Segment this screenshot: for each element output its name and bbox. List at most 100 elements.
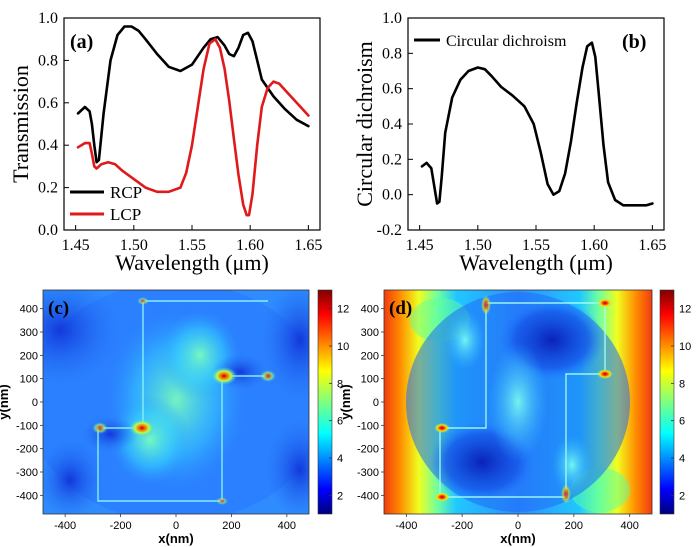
y-tick-label: 0.6 [382, 81, 402, 98]
x-tick-label: 400 [620, 520, 638, 532]
panel-d-colorbar [659, 289, 675, 515]
y-tick-label: -200 [16, 444, 38, 456]
panel-d-x-ticks: -400 -200 0 200 400 [395, 514, 639, 532]
x-tick-label: 200 [565, 520, 583, 532]
panel-a-x-axis-label: Wavelength (μm) [115, 250, 269, 275]
y-tick-label: 300 [20, 327, 38, 339]
x-tick-label: 1.60 [580, 237, 608, 254]
colorbar-tick-label: 10 [337, 341, 349, 353]
y-tick-label: 0.2 [382, 151, 402, 168]
panel-d-colorbar-ticks: 2 4 6 8 10 12 [671, 304, 691, 502]
colorbar-tick-label: 2 [337, 490, 343, 502]
panel-a-legend: RCP LCP [70, 183, 142, 224]
x-tick-label: -200 [451, 520, 473, 532]
panel-b-y-ticks: -0.2 0.0 0.2 0.4 0.6 0.8 1.0 [377, 10, 413, 239]
y-tick-label: 0.2 [38, 180, 58, 197]
panel-b-x-axis-label: Wavelength (μm) [459, 250, 613, 275]
panel-c-x-ticks: -400 -200 0 200 400 [54, 514, 296, 532]
y-tick-label: 0.0 [38, 222, 58, 239]
x-tick-label: 1.50 [464, 237, 492, 254]
y-tick-label: -100 [357, 420, 379, 432]
y-tick-label: 0.4 [382, 116, 402, 133]
colorbar-tick-label: 4 [337, 453, 343, 465]
panel-d-y-axis-label: y(nm) [338, 384, 353, 419]
legend-cd-label: Circular dichroism [446, 33, 567, 50]
panel-c-colorbar [317, 289, 333, 515]
x-tick-label: 1.45 [62, 237, 90, 254]
y-tick-label: 400 [361, 304, 379, 316]
x-tick-label: 0 [515, 520, 521, 532]
y-tick-label: -0.2 [377, 222, 402, 239]
y-tick-label: 0.4 [38, 137, 58, 154]
y-tick-label: 0 [32, 397, 38, 409]
panel-b-circular-dichroism-chart: 1.45 1.50 1.55 1.60 1.65 -0.2 0.0 0.2 0.4 0.6 0.8… [352, 10, 666, 275]
panel-a-x-ticks: 1.45 1.50 1.55 1.60 1.65 [62, 225, 322, 254]
panel-a-label: (a) [70, 31, 93, 53]
legend-rcp-label: RCP [110, 183, 142, 202]
legend-lcp-label: LCP [110, 205, 141, 224]
panel-b-series [420, 41, 654, 207]
y-tick-label: 0 [373, 397, 379, 409]
x-tick-label: 1.55 [178, 237, 206, 254]
y-tick-label: -300 [16, 467, 38, 479]
x-tick-label: 400 [278, 520, 296, 532]
panel-b-legend: Circular dichroism [414, 33, 567, 50]
panel-c-x-axis-label: x(nm) [158, 531, 193, 546]
colorbar-tick-label: 6 [679, 416, 685, 428]
colorbar-tick-label: 8 [337, 378, 343, 390]
x-tick-label: -400 [54, 520, 76, 532]
colorbar-tick-label: 8 [679, 378, 685, 390]
panel-b-label: (b) [622, 31, 646, 53]
y-tick-label: -400 [16, 490, 38, 502]
series-line-lcp [76, 37, 310, 217]
colorbar-tick-label: 12 [337, 304, 349, 316]
panel-d-heatmap [384, 290, 652, 514]
y-tick-label: 200 [20, 350, 38, 362]
panel-a-series [76, 25, 310, 217]
x-tick-label: 1.45 [406, 237, 434, 254]
panel-d-field-map: -400 -200 0 200 400 -400 -300 -200 -100 0 100 200 3… [338, 289, 691, 546]
panel-c-label: (c) [48, 298, 69, 319]
x-tick-label: 0 [173, 520, 179, 532]
y-tick-label: 0.0 [382, 187, 402, 204]
panel-b-x-ticks: 1.45 1.50 1.55 1.60 1.65 [406, 225, 666, 254]
panel-d-x-axis-label: x(nm) [500, 531, 535, 546]
panel-b-y-axis-label: Circular dichroism [352, 41, 377, 207]
y-tick-label: 100 [361, 374, 379, 386]
y-tick-label: -300 [357, 467, 379, 479]
x-tick-label: 1.55 [522, 237, 550, 254]
y-tick-label: -200 [357, 444, 379, 456]
y-tick-label: 200 [361, 350, 379, 362]
x-tick-label: 200 [222, 520, 240, 532]
colorbar-tick-label: 10 [679, 341, 691, 353]
x-tick-label: 1.65 [294, 237, 322, 254]
y-tick-label: -100 [16, 420, 38, 432]
panel-d-y-ticks: -400 -300 -200 -100 0 100 200 300 400 [357, 304, 384, 502]
colorbar-tick-label: 12 [679, 304, 691, 316]
y-tick-label: 0.8 [382, 45, 402, 62]
x-tick-label: 1.50 [120, 237, 148, 254]
panel-a-y-axis-label: Transmission [8, 65, 33, 183]
y-tick-label: -400 [357, 490, 379, 502]
panel-a-y-ticks: 0.0 0.2 0.4 0.6 0.8 1.0 [38, 10, 69, 239]
panel-c-y-ticks: -400 -300 -200 -100 0 100 200 300 400 [16, 304, 43, 502]
x-tick-label: 1.60 [236, 237, 264, 254]
panel-c-heatmap [43, 290, 309, 514]
panel-a-transmission-chart: 1.45 1.50 1.55 1.60 1.65 0.00.20.40.60.81.0 … [8, 10, 322, 275]
x-tick-label: -400 [395, 520, 417, 532]
y-tick-label: 400 [20, 304, 38, 316]
colorbar-tick-label: 2 [679, 490, 685, 502]
panel-c-colorbar-ticks: 2 4 6 8 10 12 [329, 304, 349, 502]
y-tick-label: 0.8 [38, 52, 58, 69]
y-tick-label: 0.6 [38, 95, 58, 112]
y-tick-label: 300 [361, 327, 379, 339]
panel-c-y-axis-label: y(nm) [0, 384, 11, 419]
panel-c-field-map: -400 -200 0 200 400 -400 -300 -200 -100 0 100 200 3… [0, 289, 349, 546]
x-tick-label: 1.65 [638, 237, 666, 254]
colorbar-tick-label: 6 [337, 416, 343, 428]
colorbar-tick-label: 4 [679, 453, 685, 465]
panel-d-label: (d) [389, 298, 412, 319]
y-tick-label: 1.0 [38, 10, 58, 27]
y-tick-label: 1.0 [382, 10, 402, 27]
